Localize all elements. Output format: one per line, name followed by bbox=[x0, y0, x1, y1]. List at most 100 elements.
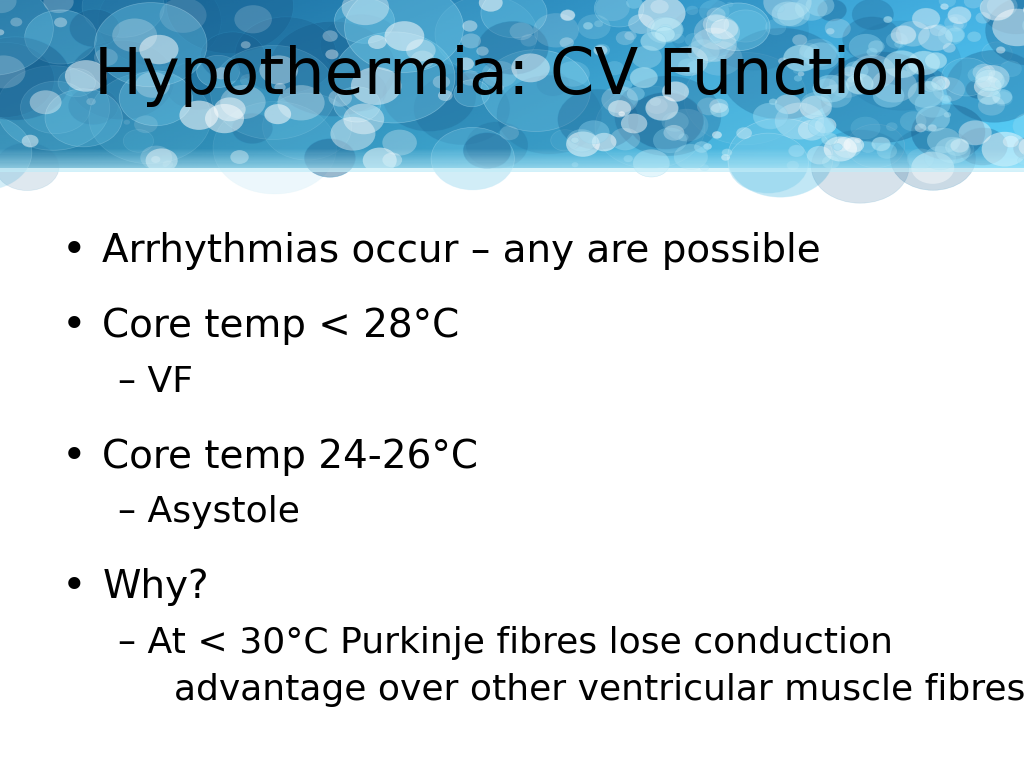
Circle shape bbox=[673, 34, 685, 43]
Circle shape bbox=[848, 77, 855, 82]
Circle shape bbox=[578, 15, 610, 39]
Circle shape bbox=[650, 98, 660, 106]
Circle shape bbox=[728, 133, 808, 194]
Circle shape bbox=[860, 141, 876, 153]
Circle shape bbox=[793, 35, 807, 45]
Circle shape bbox=[571, 162, 579, 167]
Circle shape bbox=[382, 130, 417, 156]
Circle shape bbox=[853, 75, 862, 83]
Circle shape bbox=[843, 17, 901, 61]
Circle shape bbox=[783, 45, 819, 71]
Circle shape bbox=[560, 10, 575, 21]
Circle shape bbox=[461, 34, 481, 48]
Circle shape bbox=[0, 55, 26, 88]
Circle shape bbox=[711, 103, 729, 118]
Text: – At < 30°C Purkinje fibres lose conduction: – At < 30°C Purkinje fibres lose conduct… bbox=[118, 626, 893, 660]
Circle shape bbox=[700, 164, 709, 170]
Circle shape bbox=[905, 60, 925, 74]
Circle shape bbox=[947, 6, 971, 24]
Circle shape bbox=[601, 86, 638, 114]
Circle shape bbox=[721, 154, 730, 161]
Circle shape bbox=[800, 95, 831, 120]
Circle shape bbox=[343, 104, 384, 134]
Circle shape bbox=[674, 144, 708, 170]
Circle shape bbox=[923, 81, 937, 91]
Circle shape bbox=[736, 127, 752, 139]
Circle shape bbox=[966, 80, 991, 98]
Circle shape bbox=[877, 144, 897, 158]
Circle shape bbox=[628, 14, 654, 34]
Circle shape bbox=[566, 131, 600, 157]
Circle shape bbox=[556, 61, 590, 87]
Circle shape bbox=[594, 0, 644, 27]
Circle shape bbox=[925, 52, 947, 69]
Circle shape bbox=[69, 88, 118, 124]
Circle shape bbox=[873, 84, 904, 108]
Circle shape bbox=[826, 28, 835, 35]
Circle shape bbox=[772, 2, 805, 26]
Circle shape bbox=[594, 21, 603, 27]
Bar bbox=[0, 164, 1024, 165]
Circle shape bbox=[939, 0, 955, 7]
Text: Hypothermia: CV Function: Hypothermia: CV Function bbox=[94, 45, 930, 108]
Circle shape bbox=[0, 0, 53, 75]
Circle shape bbox=[630, 68, 657, 88]
Circle shape bbox=[958, 121, 991, 145]
Circle shape bbox=[980, 0, 1014, 21]
Circle shape bbox=[1023, 147, 1024, 167]
Circle shape bbox=[632, 46, 662, 68]
Circle shape bbox=[94, 48, 118, 66]
Circle shape bbox=[712, 131, 722, 139]
Circle shape bbox=[584, 22, 593, 29]
Circle shape bbox=[801, 92, 833, 116]
Circle shape bbox=[384, 22, 424, 51]
Circle shape bbox=[321, 15, 401, 76]
Circle shape bbox=[94, 2, 207, 87]
Circle shape bbox=[769, 99, 777, 105]
Circle shape bbox=[113, 18, 157, 52]
Circle shape bbox=[995, 79, 1008, 88]
Circle shape bbox=[817, 0, 847, 21]
Circle shape bbox=[697, 98, 721, 115]
Circle shape bbox=[940, 4, 948, 10]
Circle shape bbox=[823, 137, 857, 161]
Circle shape bbox=[618, 111, 625, 116]
Circle shape bbox=[822, 155, 840, 169]
Circle shape bbox=[930, 24, 946, 36]
Circle shape bbox=[145, 148, 178, 173]
Circle shape bbox=[124, 120, 130, 124]
Circle shape bbox=[850, 55, 896, 89]
Circle shape bbox=[0, 114, 32, 190]
Circle shape bbox=[214, 68, 230, 79]
Circle shape bbox=[940, 95, 951, 104]
Circle shape bbox=[678, 58, 698, 74]
Circle shape bbox=[938, 25, 964, 45]
Circle shape bbox=[710, 34, 722, 43]
Circle shape bbox=[241, 41, 251, 48]
Circle shape bbox=[727, 2, 733, 7]
Circle shape bbox=[481, 50, 591, 131]
Text: •: • bbox=[61, 566, 86, 608]
Circle shape bbox=[884, 51, 920, 78]
Bar bbox=[0, 158, 1024, 159]
Bar bbox=[0, 150, 1024, 151]
Circle shape bbox=[152, 156, 161, 163]
Circle shape bbox=[993, 91, 1013, 106]
Circle shape bbox=[140, 146, 172, 170]
Circle shape bbox=[1002, 135, 1019, 147]
Circle shape bbox=[621, 114, 647, 134]
Circle shape bbox=[679, 134, 688, 141]
Circle shape bbox=[907, 149, 934, 169]
Circle shape bbox=[278, 85, 325, 121]
Circle shape bbox=[982, 132, 1024, 167]
Circle shape bbox=[896, 22, 930, 47]
Circle shape bbox=[968, 31, 981, 41]
Circle shape bbox=[813, 75, 849, 102]
Circle shape bbox=[431, 127, 514, 190]
Circle shape bbox=[846, 74, 873, 94]
Circle shape bbox=[98, 0, 221, 67]
Circle shape bbox=[686, 6, 698, 15]
Circle shape bbox=[928, 124, 937, 131]
Circle shape bbox=[179, 101, 218, 130]
Circle shape bbox=[334, 32, 455, 123]
